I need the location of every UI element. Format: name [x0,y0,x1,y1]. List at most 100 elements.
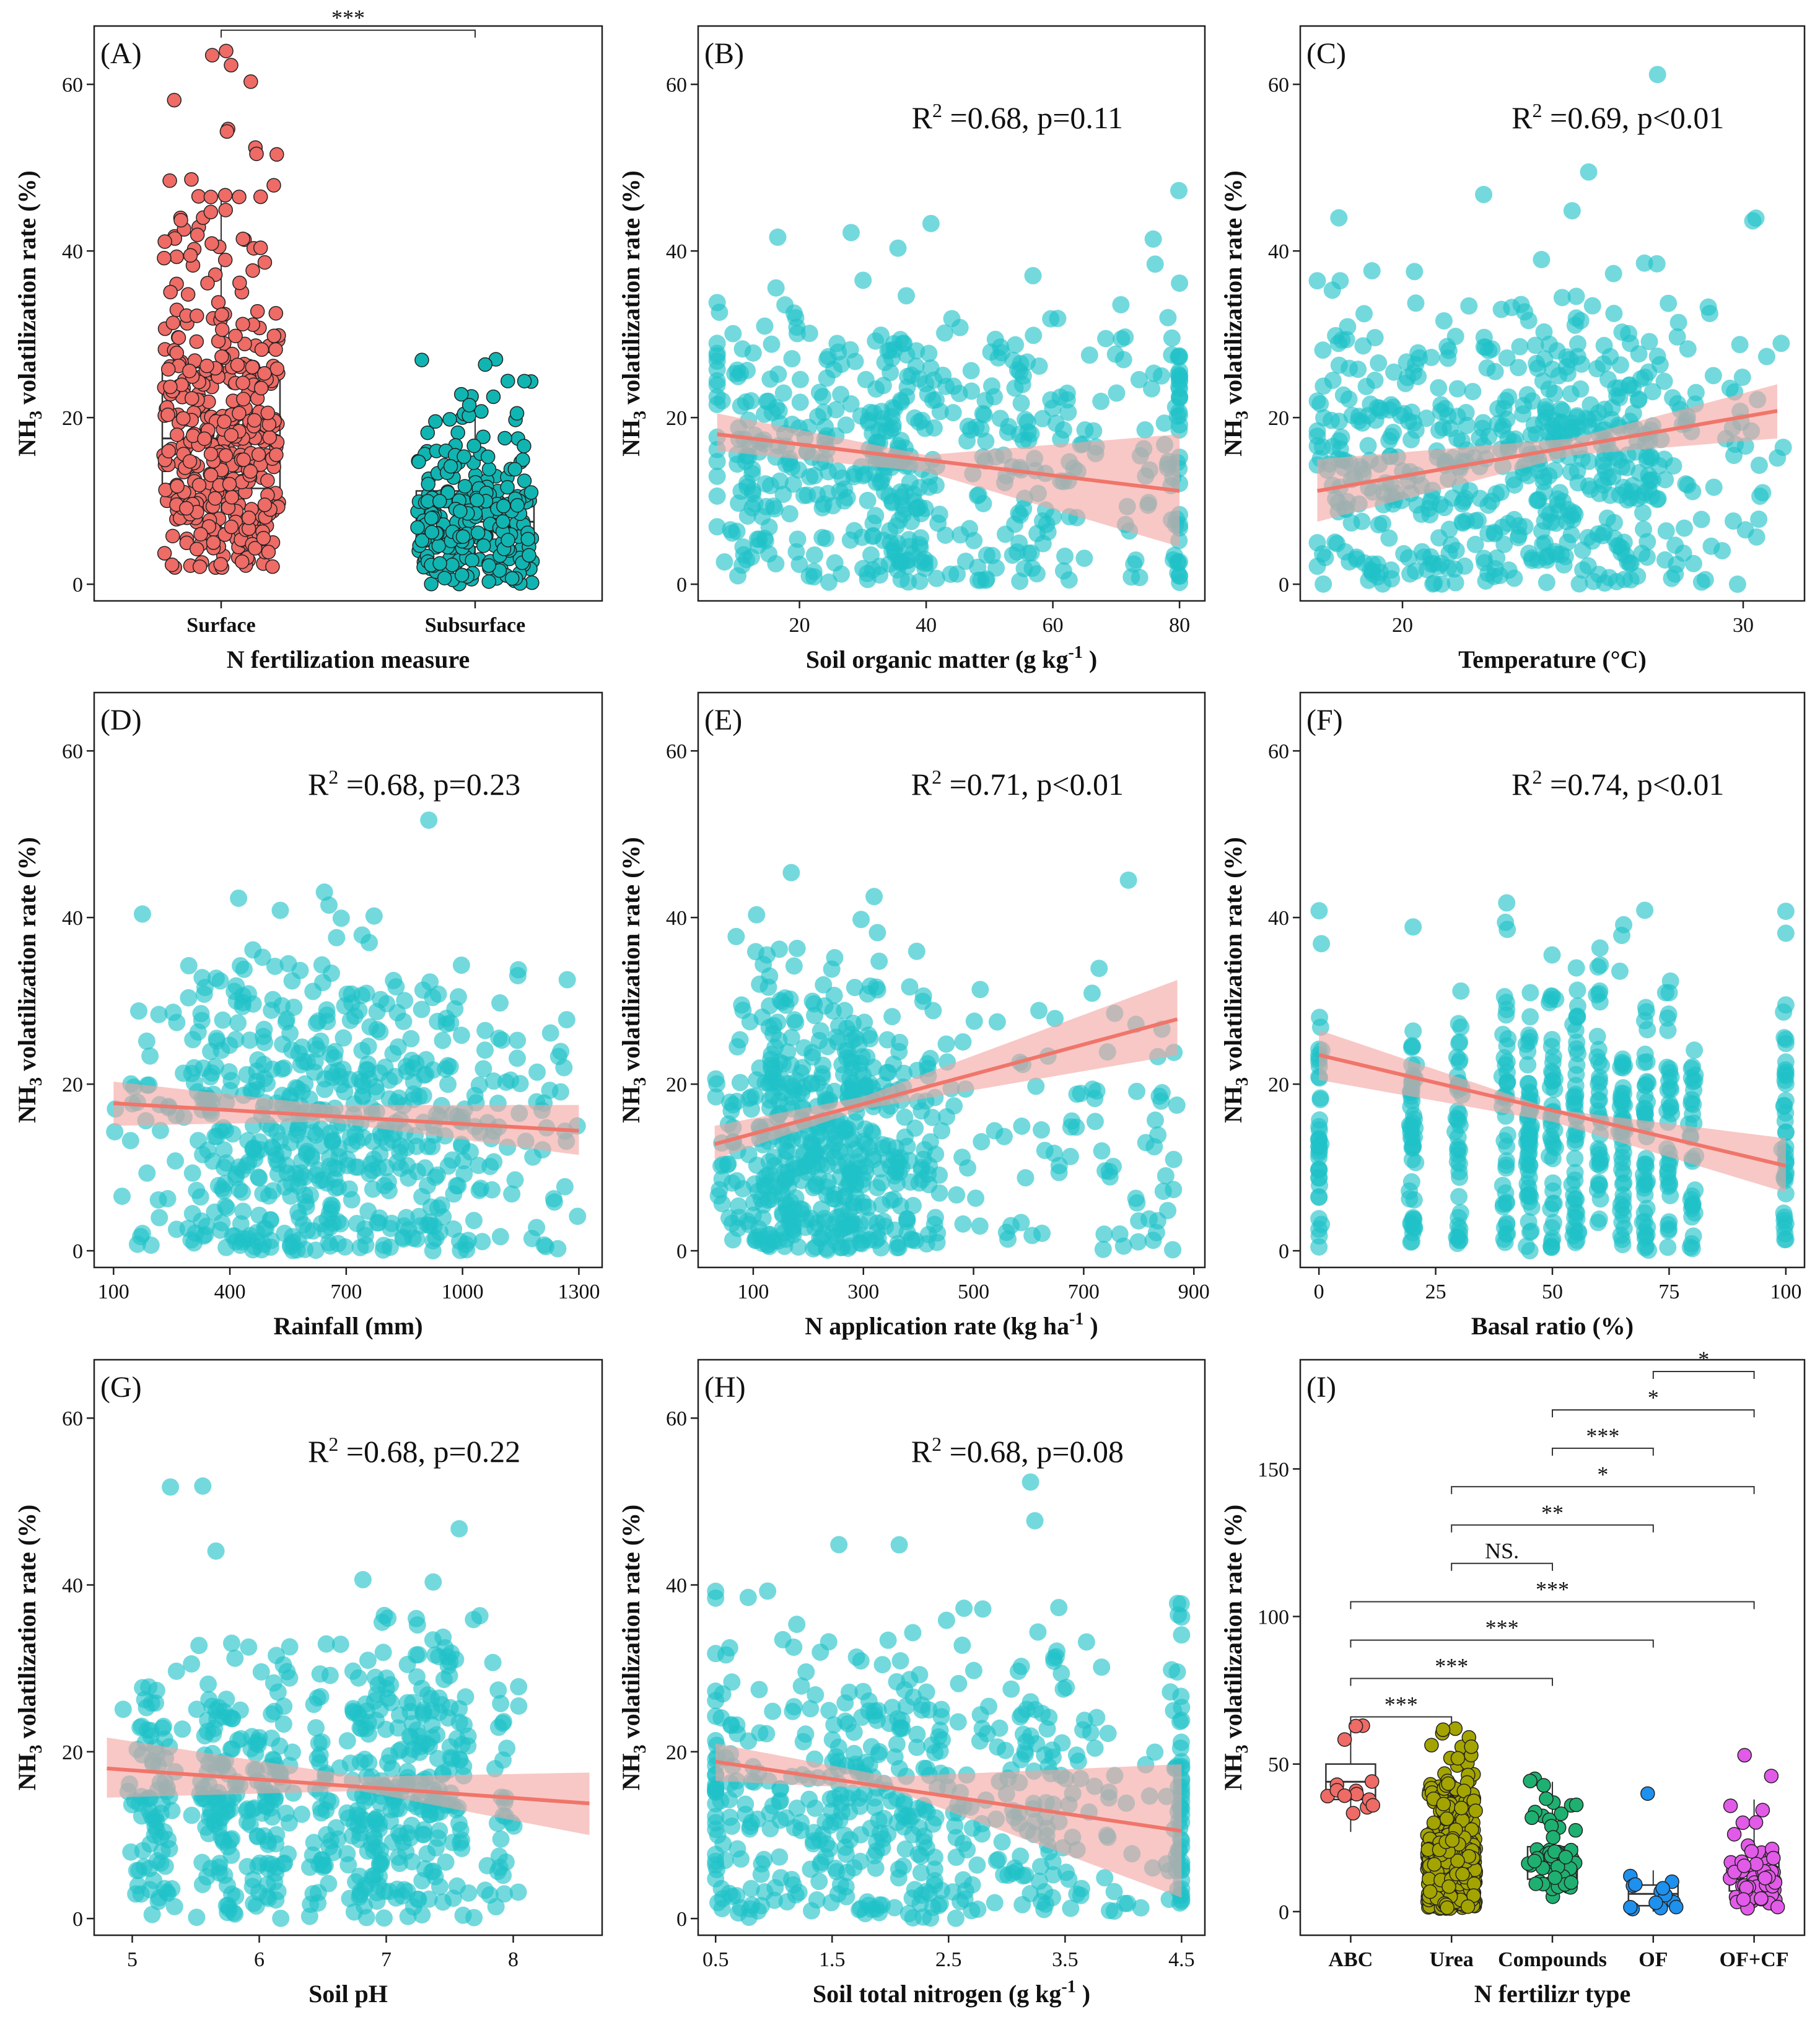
scatter-point [1090,960,1108,978]
scatter-point [1022,1473,1039,1491]
scatter-point [492,1830,510,1848]
scatter-point [872,1239,890,1257]
scatter-point [131,1718,149,1736]
scatter-point [1168,407,1186,425]
scatter-point [889,239,907,257]
jitter-point [500,479,515,495]
scatter-point [1017,1169,1035,1187]
scatter-point [945,1097,963,1115]
scatter-point [1030,1002,1048,1020]
scatter-point [163,1880,181,1898]
scatter-point [466,1087,484,1105]
jitter-point [414,352,429,367]
scatter-point [958,432,976,450]
scatter-point [1523,551,1541,569]
scatter-point [791,1158,809,1176]
jitter-point [432,494,447,509]
jitter-point [501,374,515,388]
scatter-point [954,1033,972,1051]
jitter-point [454,567,470,583]
scatter-point [381,1238,399,1256]
jitter-point [235,317,250,331]
scatter-point [758,392,776,410]
scatter-point [1435,312,1453,330]
scatter-point [908,942,925,960]
scatter-point [450,1520,468,1538]
x-title-part: ) [1083,1312,1098,1340]
scatter-point [1131,569,1148,587]
scatter-point [1404,918,1422,936]
scatter-point [149,1191,167,1209]
scatter-point [927,1145,945,1163]
jitter-point [424,510,439,526]
scatter-point [1440,341,1458,359]
scatter-point [1363,262,1381,280]
jitter-point [236,392,251,406]
scatter-point [1601,348,1619,365]
scatter-point [1354,414,1372,432]
scatter-point [769,1013,787,1031]
jitter-point [497,431,512,446]
x-title-part: Rainfall (mm) [273,1312,422,1340]
scatter-point [1168,1096,1186,1114]
scatter-point [145,1871,163,1889]
scatter-point [1633,545,1651,562]
scatter-point [953,1636,971,1654]
scatter-point [906,1232,924,1249]
scatter-point [388,1004,406,1022]
scatter-point [1538,574,1555,592]
scatter-point [891,1652,909,1670]
y-tick-label: 60 [1268,740,1289,763]
scatter-point [1172,1733,1190,1751]
jitter-point [204,236,219,251]
scatter-point [805,995,823,1013]
jitter-point [470,525,486,540]
x-axis-title: N application rate (kg ha-1 ) [805,1310,1098,1340]
scatter-point [1555,556,1573,574]
jitter-point [420,425,435,440]
y-title-part: NH [1219,1086,1247,1123]
scatter-point [931,403,949,421]
jitter-point [262,430,277,445]
scatter-point [1136,421,1154,439]
jitter-point [182,364,197,378]
scatter-point [784,1702,802,1720]
scatter-point [127,1885,145,1903]
scatter-point [1684,1072,1702,1090]
scatter-point [307,1014,325,1032]
scatter-point [844,1014,862,1032]
jitter-point [507,462,523,477]
scatter-point [1640,363,1658,381]
scatter-point [826,554,844,572]
jitter-point [157,250,172,266]
jitter-point [160,362,176,377]
scatter-point [997,1223,1015,1241]
jitter-point [256,530,271,546]
scatter-point [1080,346,1098,364]
scatter-point [1310,1160,1328,1178]
scatter-point [494,1751,512,1769]
jitter-point [197,431,212,446]
scatter-point [1311,1008,1329,1026]
scatter-point [443,1151,461,1169]
scatter-point [1554,492,1572,510]
scatter-point [435,1671,453,1689]
jitter-point [414,533,430,548]
jitter-point [510,497,525,513]
scatter-point [1171,274,1189,292]
jitter-point [176,411,191,426]
scatter-point [1034,535,1052,553]
scatter-point [892,571,910,588]
scatter-point [1543,361,1561,378]
scatter-point [1638,1021,1656,1039]
scatter-point [1011,572,1029,590]
scatter-point [264,991,282,1008]
jitter-point [230,357,245,372]
scatter-point [1004,546,1022,564]
scatter-point [1728,575,1746,593]
jitter-point [161,444,176,459]
scatter-point [1173,1699,1191,1717]
jitter-point [191,189,206,204]
scatter-point [1165,1150,1183,1168]
